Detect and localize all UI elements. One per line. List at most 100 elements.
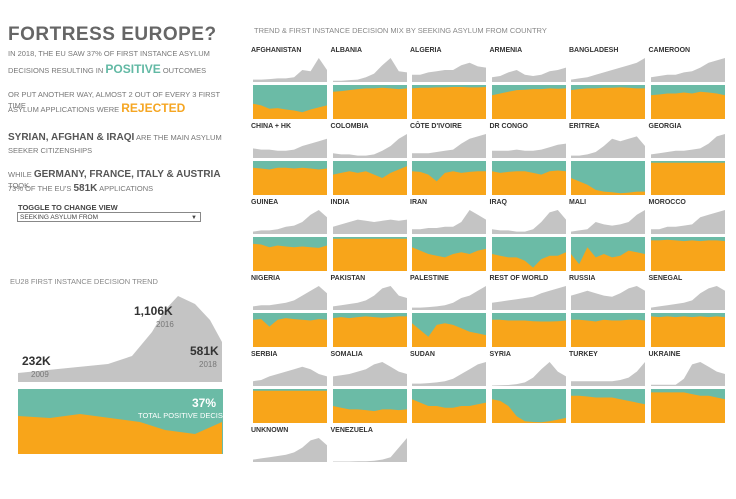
country-cell[interactable]: IRAN bbox=[410, 199, 487, 271]
peak-value: 1,106K bbox=[134, 304, 173, 318]
country-label: AFGHANISTAN bbox=[251, 47, 302, 54]
trend-area bbox=[650, 210, 725, 234]
peak-year: 2016 bbox=[156, 320, 174, 329]
trend-area bbox=[412, 62, 486, 82]
start-year: 2009 bbox=[31, 370, 49, 379]
negative-area bbox=[650, 239, 725, 271]
country-cell[interactable]: CÔTE D'IVOIRE bbox=[410, 123, 487, 195]
summary-text: WHILE bbox=[8, 170, 32, 179]
page-title: FORTRESS EUROPE? bbox=[8, 24, 217, 45]
negative-area bbox=[332, 166, 407, 195]
country-cell[interactable]: COLOMBIA bbox=[331, 123, 408, 195]
chevron-down-icon[interactable]: ▼ bbox=[191, 215, 197, 221]
trend-area bbox=[571, 136, 645, 158]
trend-area bbox=[571, 210, 645, 234]
country-cell[interactable]: BANGLADESH bbox=[569, 47, 646, 119]
negative-area bbox=[253, 243, 327, 271]
grid-title: TREND & FIRST INSTANCE DECISION MIX BY S… bbox=[254, 26, 547, 35]
country-cell[interactable]: REST OF WORLD bbox=[489, 275, 567, 347]
toggle-label: TOGGLE TO CHANGE VIEW bbox=[18, 203, 118, 212]
trend-area bbox=[332, 362, 407, 386]
country-chart bbox=[571, 58, 645, 119]
country-cell[interactable]: GUINEA bbox=[251, 199, 328, 271]
country-cell[interactable]: UKRAINE bbox=[649, 351, 726, 423]
negative-area bbox=[571, 247, 645, 271]
country-label: IRAN bbox=[410, 199, 428, 206]
country-cell[interactable]: CAMEROON bbox=[649, 47, 726, 119]
trend-area bbox=[650, 134, 725, 158]
country-cell[interactable]: SUDAN bbox=[410, 351, 487, 423]
country-label: VENEZUELA bbox=[330, 427, 373, 434]
country-label: GUINEA bbox=[251, 199, 279, 206]
negative-area bbox=[253, 103, 327, 119]
country-cell[interactable]: NIGERIA bbox=[251, 275, 328, 347]
trend-area bbox=[253, 138, 327, 158]
country-cell[interactable]: ARMENIA bbox=[490, 47, 567, 119]
country-label: TURKEY bbox=[569, 351, 598, 358]
country-label: SOMALIA bbox=[330, 351, 363, 358]
country-cell[interactable]: CHINA + HK bbox=[251, 123, 328, 195]
country-chart bbox=[650, 362, 725, 423]
country-cell[interactable]: INDIA bbox=[331, 199, 408, 271]
country-cell[interactable]: TURKEY bbox=[569, 351, 646, 423]
end-year: 2018 bbox=[199, 360, 217, 369]
country-chart bbox=[253, 210, 327, 271]
positive-pct-label: TOTAL POSITIVE DECISIONS bbox=[138, 411, 242, 420]
country-chart bbox=[571, 210, 645, 271]
negative-area bbox=[491, 88, 566, 119]
trend-area bbox=[412, 286, 486, 310]
negative-area bbox=[571, 395, 645, 423]
trend-area bbox=[491, 143, 566, 158]
country-cell[interactable]: ALBANIA bbox=[331, 47, 408, 119]
negative-area bbox=[650, 162, 725, 195]
country-cell[interactable]: PAKISTAN bbox=[330, 275, 408, 347]
country-cell[interactable]: DR CONGO bbox=[490, 123, 567, 195]
country-cell[interactable]: ERITREA bbox=[569, 123, 646, 195]
country-cell[interactable]: GEORGIA bbox=[649, 123, 726, 195]
country-cell[interactable]: PALESTINE bbox=[410, 275, 487, 347]
country-cell[interactable]: VENEZUELA bbox=[330, 427, 408, 497]
trend-area bbox=[253, 58, 327, 82]
top-countries: GERMANY, FRANCE, ITALY & AUSTRIA bbox=[33, 169, 221, 180]
negative-area bbox=[412, 247, 486, 271]
trend-area bbox=[332, 219, 407, 234]
country-cell[interactable]: SYRIA bbox=[489, 351, 567, 423]
country-label: CHINA + HK bbox=[251, 123, 291, 130]
summary-text: 73% OF THE EU'S bbox=[8, 184, 72, 193]
trend-area bbox=[332, 134, 407, 158]
trend-area bbox=[253, 210, 327, 234]
country-cell[interactable]: RUSSIA bbox=[569, 275, 646, 347]
country-cell[interactable]: MALI bbox=[569, 199, 646, 271]
country-chart bbox=[412, 362, 486, 423]
country-cell[interactable]: AFGHANISTAN bbox=[251, 47, 328, 119]
country-chart bbox=[491, 286, 566, 347]
trend-title: EU28 FIRST INSTANCE DECISION TREND bbox=[10, 277, 158, 286]
rejected-highlight: REJECTED bbox=[121, 101, 186, 115]
negative-area bbox=[412, 171, 486, 195]
trend-area bbox=[491, 286, 566, 310]
country-cell[interactable]: SENEGAL bbox=[648, 275, 726, 347]
country-label: SYRIA bbox=[489, 351, 511, 358]
country-chart bbox=[253, 438, 327, 462]
country-cell[interactable]: MOROCCO bbox=[649, 199, 726, 271]
country-label: RUSSIA bbox=[569, 275, 596, 282]
trend-area bbox=[253, 438, 327, 462]
trend-area bbox=[491, 362, 566, 386]
country-label: SENEGAL bbox=[648, 275, 683, 282]
negative-area bbox=[332, 238, 407, 271]
country-cell[interactable]: UNKNOWN bbox=[251, 427, 328, 497]
country-label: REST OF WORLD bbox=[489, 275, 549, 282]
country-label: CÔTE D'IVOIRE bbox=[410, 123, 462, 130]
trend-area bbox=[412, 134, 486, 158]
country-cell[interactable]: IRAQ bbox=[490, 199, 567, 271]
country-cell[interactable]: ALGERIA bbox=[410, 47, 487, 119]
country-cell[interactable]: SERBIA bbox=[251, 351, 328, 423]
country-label: PAKISTAN bbox=[330, 275, 366, 282]
summary-line-2a: OR PUT ANOTHER WAY, ALMOST 2 OUT OF EVER… bbox=[8, 90, 220, 110]
country-chart bbox=[332, 286, 407, 347]
trend-area bbox=[253, 366, 327, 386]
view-select[interactable]: SEEKING ASYLUM FROM ▼ bbox=[17, 212, 201, 222]
country-cell[interactable]: SOMALIA bbox=[330, 351, 408, 423]
summary-line-2b: ASYLUM APPLICATIONS WERE REJECTED bbox=[8, 101, 238, 115]
country-chart bbox=[491, 67, 566, 119]
